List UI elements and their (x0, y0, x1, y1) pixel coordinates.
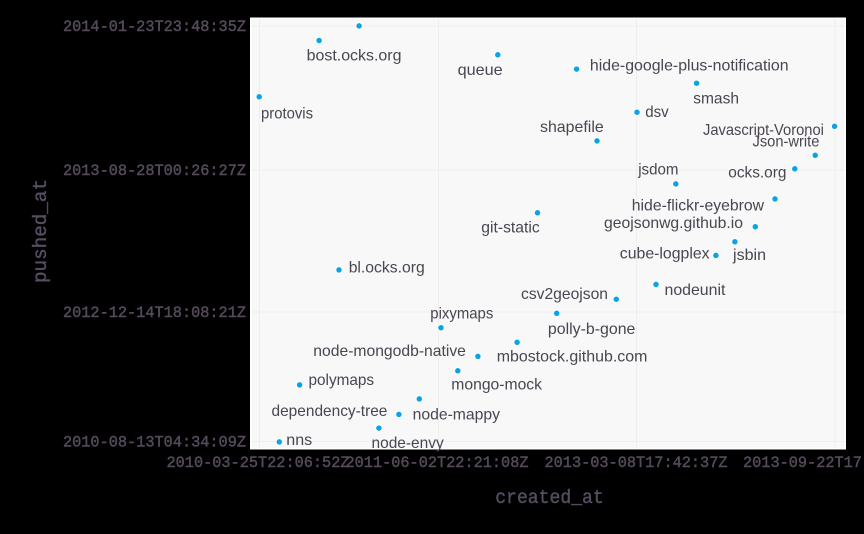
svg-text:Json-write: Json-write (753, 134, 820, 151)
svg-text:2013-08-28T00:26:27Z: 2013-08-28T00:26:27Z (63, 162, 246, 180)
svg-text:cube-logplex: cube-logplex (620, 246, 710, 263)
svg-text:2013-03-08T17:42:37Z: 2013-03-08T17:42:37Z (544, 454, 727, 472)
svg-text:2012-12-14T18:08:21Z: 2012-12-14T18:08:21Z (63, 304, 246, 322)
svg-text:node-mappy: node-mappy (413, 407, 500, 424)
svg-text:smash: smash (693, 91, 739, 108)
svg-text:queue: queue (458, 62, 503, 79)
svg-text:jsbin: jsbin (732, 247, 766, 264)
svg-text:bl.ocks.org: bl.ocks.org (349, 259, 425, 276)
svg-text:2014-01-23T23:48:35Z: 2014-01-23T23:48:35Z (63, 18, 246, 36)
svg-text:polymaps: polymaps (309, 372, 375, 389)
svg-text:bost.ocks.org: bost.ocks.org (307, 48, 402, 65)
svg-text:2010-03-25T22:06:52Z: 2010-03-25T22:06:52Z (166, 454, 349, 472)
svg-text:Javascript-Voronoi: Javascript-Voronoi (703, 122, 824, 139)
svg-text:2010-08-13T04:34:09Z: 2010-08-13T04:34:09Z (63, 434, 246, 452)
svg-text:pixymaps: pixymaps (430, 306, 493, 323)
svg-text:nodeunit: nodeunit (665, 282, 726, 299)
svg-text:node-envy: node-envy (372, 435, 444, 452)
svg-text:jsdom: jsdom (637, 162, 678, 179)
svg-text:geojsonwg.github.io: geojsonwg.github.io (604, 215, 743, 232)
svg-text:mongo-mock: mongo-mock (451, 377, 543, 394)
svg-text:mbostock.github.com: mbostock.github.com (497, 348, 648, 365)
svg-text:2013-09-22T17:46:25Z: 2013-09-22T17:46:25Z (743, 454, 864, 472)
svg-text:ocks.org: ocks.org (728, 165, 786, 182)
svg-text:created_at: created_at (495, 487, 604, 509)
svg-text:polly-b-gone: polly-b-gone (548, 321, 636, 338)
svg-text:shapefile: shapefile (540, 119, 604, 136)
svg-text:dependency-tree: dependency-tree (272, 403, 388, 420)
svg-text:hide-flickr-eyebrow: hide-flickr-eyebrow (632, 198, 765, 215)
svg-text:hide-google-plus-notification: hide-google-plus-notification (590, 57, 789, 74)
svg-text:dsv: dsv (645, 104, 669, 121)
svg-text:git-static: git-static (481, 220, 539, 237)
svg-text:node-mongodb-native: node-mongodb-native (313, 343, 466, 360)
svg-text:2011-06-02T22:21:08Z: 2011-06-02T22:21:08Z (345, 454, 528, 472)
svg-text:protovis: protovis (261, 105, 313, 122)
svg-text:pushed_at: pushed_at (30, 179, 52, 283)
svg-text:nns: nns (286, 432, 312, 449)
svg-text:csv2geojson: csv2geojson (521, 286, 608, 303)
